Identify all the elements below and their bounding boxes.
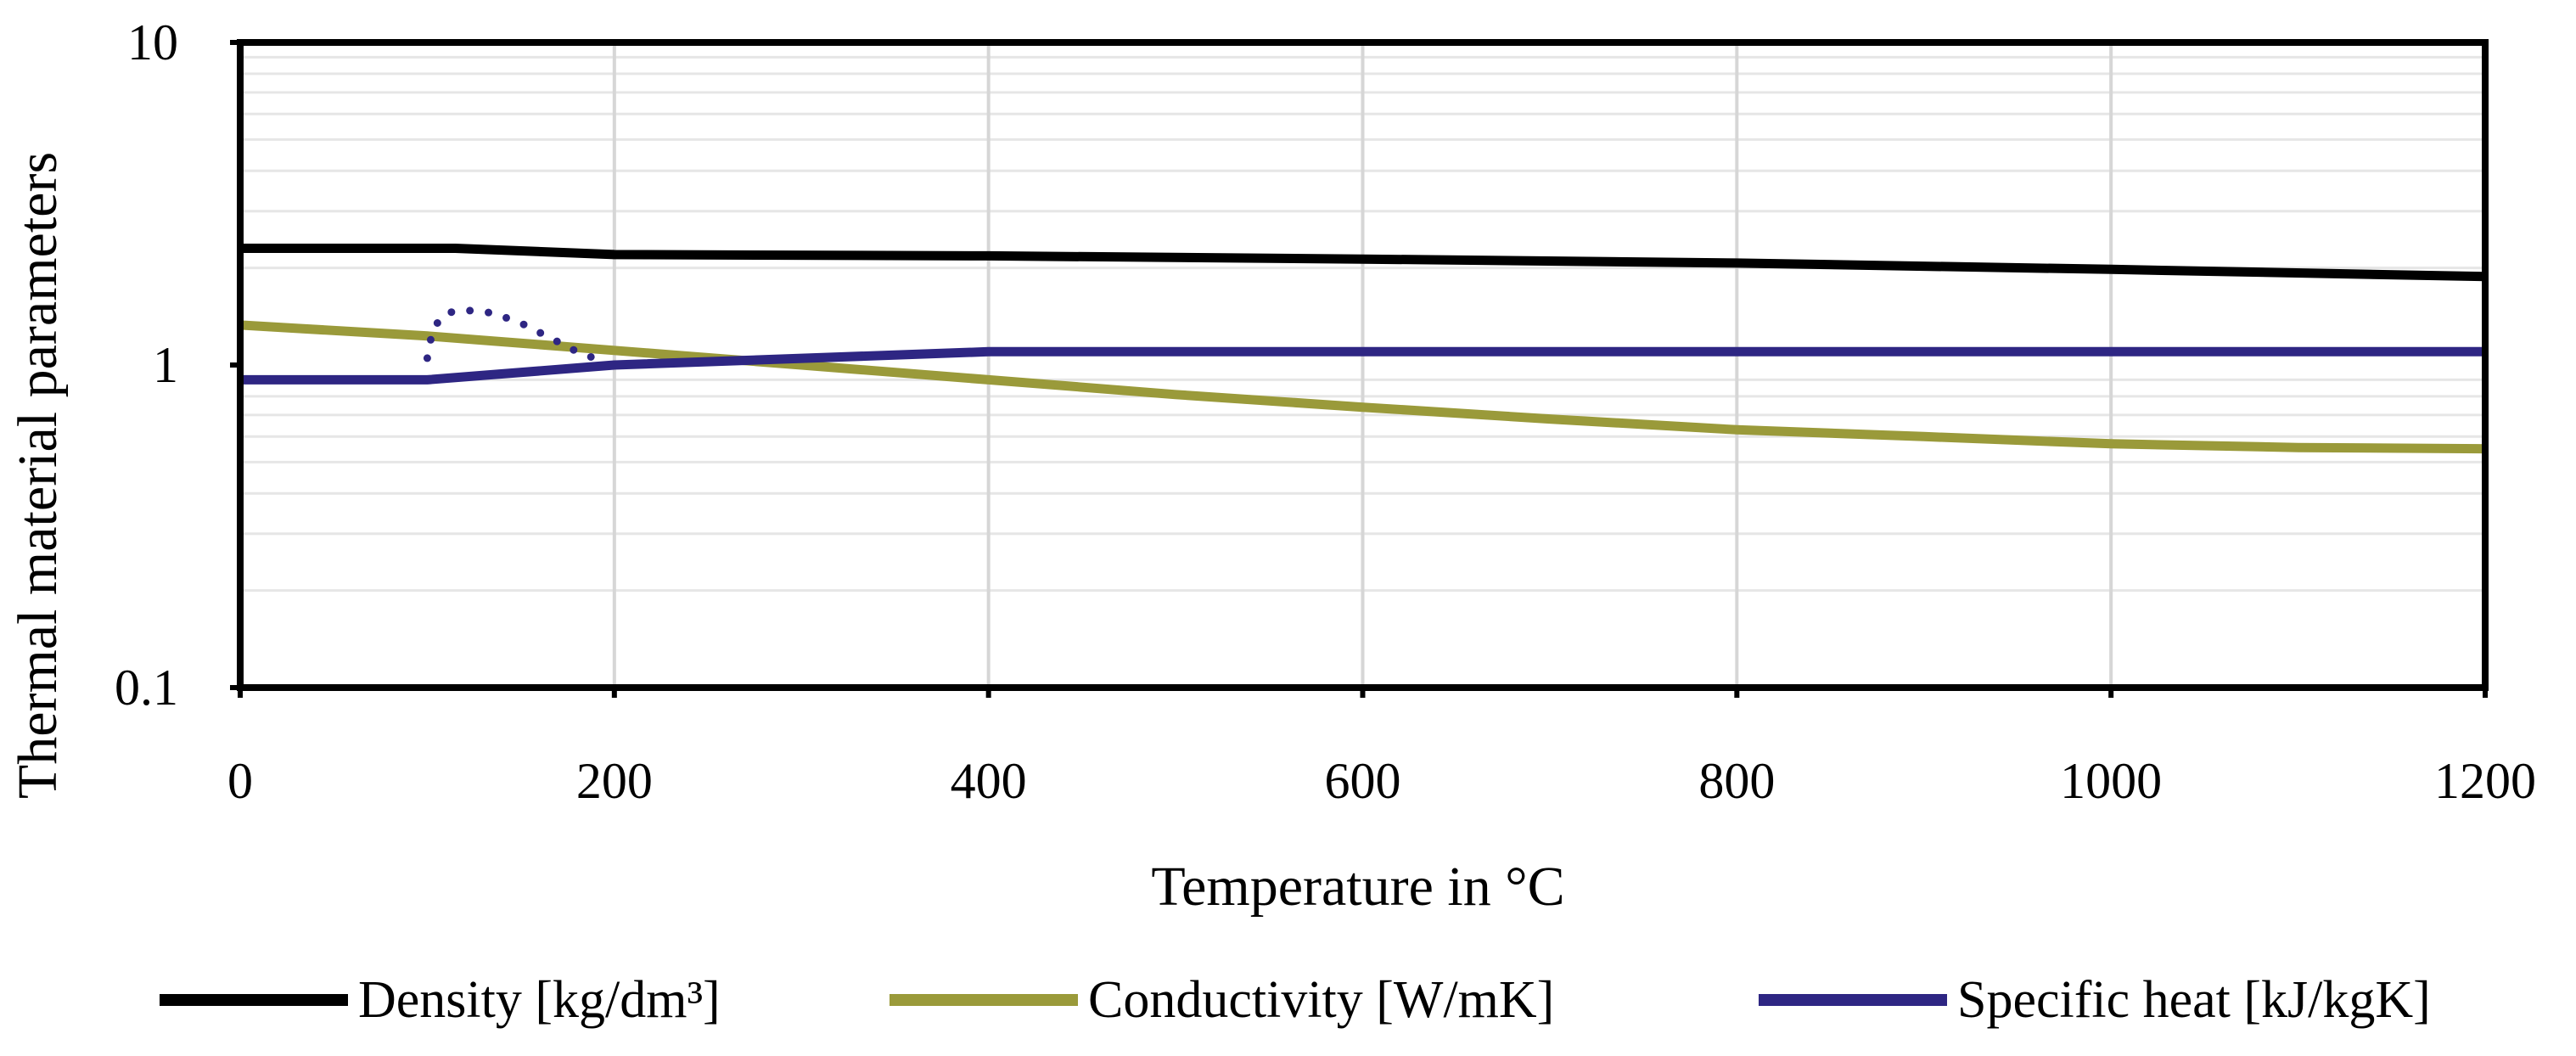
- x-tick-label: 200: [576, 753, 653, 809]
- y-axis-title: Thermal material parameters: [7, 152, 69, 799]
- series-group: [239, 244, 2486, 454]
- y-tick-label: 0.1: [115, 660, 178, 716]
- x-tick-label: 1200: [2434, 753, 2536, 809]
- y-tick-label: 10: [127, 14, 178, 70]
- x-tick-label: 600: [1325, 753, 1401, 809]
- dotted-annotation-curve: [423, 306, 609, 367]
- series-line-conductivity: [239, 320, 2486, 454]
- x-axis-title: Temperature in °C: [1151, 856, 1564, 918]
- legend: Density [kg/dm³] Conductivity [W/mK] Spe…: [160, 971, 2431, 1029]
- x-tick-label: 0: [227, 753, 253, 809]
- series-line-specific: [240, 346, 2485, 385]
- legend-label-specific-heat: Specific heat [kJ/kgK]: [1957, 971, 2431, 1029]
- x-tick-label: 1000: [2060, 753, 2162, 809]
- grid: [240, 42, 2485, 688]
- legend-label-density: Density [kg/dm³]: [358, 971, 721, 1029]
- plot-frame: [230, 39, 2489, 698]
- x-tick-label: 400: [951, 753, 1027, 809]
- legend-label-conductivity: Conductivity [W/mK]: [1088, 971, 1554, 1029]
- x-tick-label: 800: [1698, 753, 1775, 809]
- series-line-density: [240, 244, 2486, 282]
- tick-labels: 0 200 400 600 800 1000 1200 0.1 1 10: [115, 14, 2536, 809]
- y-tick-label: 1: [153, 337, 178, 393]
